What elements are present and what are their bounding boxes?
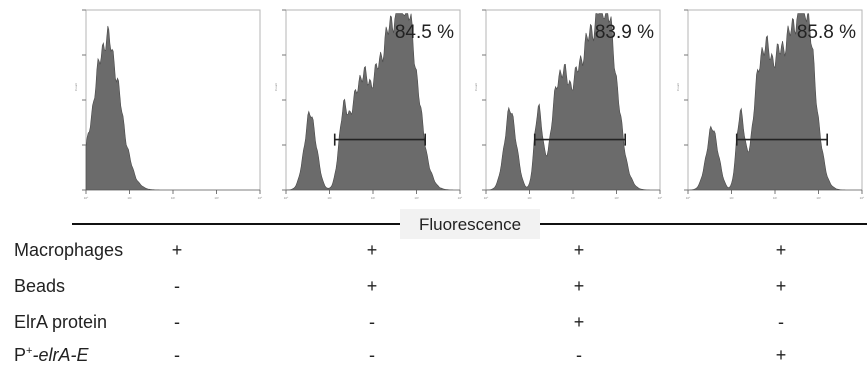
x-tick-label: 10⁰	[84, 196, 89, 200]
x-tick-label: 10³	[614, 196, 618, 200]
gate-percentage-label: 83.9 %	[595, 22, 654, 43]
histogram-panel-4: 10⁰ 10¹ 10² 10³ 10⁴ Count 85.8 %	[676, 9, 865, 200]
y-axis-label: Count	[74, 83, 78, 91]
condition-value: +	[366, 276, 378, 296]
condition-value: +	[573, 276, 585, 296]
condition-value: -	[576, 345, 582, 365]
x-axis-label-background	[400, 209, 540, 239]
condition-value: -	[778, 312, 784, 332]
condition-value: -	[369, 312, 375, 332]
y-axis-label: Count	[274, 83, 278, 91]
x-tick-label: 10⁴	[258, 196, 263, 200]
condition-label-text: P	[14, 345, 27, 365]
condition-value: +	[573, 312, 585, 332]
condition-label-1: Macrophages	[14, 240, 123, 261]
histogram-panel-2: 10⁰ 10¹ 10² 10³ 10⁴ Count 84.5 %	[274, 9, 463, 200]
condition-label-text: ElrA protein	[14, 312, 108, 332]
gate-percentage-label: 84.5 %	[395, 22, 454, 43]
x-tick-label: 10¹	[327, 196, 331, 200]
condition-value: -	[174, 312, 180, 332]
condition-label-text: Macrophages	[14, 240, 124, 260]
condition-label-italic: -elrA-E	[32, 345, 89, 365]
histogram-panel-3: 10⁰ 10¹ 10² 10³ 10⁴ Count 83.9 %	[474, 9, 663, 200]
x-tick-label: 10³	[816, 196, 820, 200]
x-tick-label: 10¹	[127, 196, 131, 200]
x-tick-label: 10⁰	[284, 196, 289, 200]
condition-label-2: Beads	[14, 276, 65, 297]
condition-value: +	[775, 276, 787, 296]
x-tick-label: 10⁴	[860, 196, 865, 200]
condition-value: -	[174, 345, 180, 365]
x-tick-label: 10²	[571, 196, 575, 200]
y-axis-label: Count	[474, 83, 478, 91]
condition-value: +	[775, 240, 787, 260]
condition-value: +	[366, 240, 378, 260]
condition-label-superscript: +	[26, 345, 33, 357]
condition-label-text: Beads	[14, 276, 66, 296]
x-axis-label: Fluorescence	[419, 215, 521, 234]
histogram-series	[285, 13, 460, 191]
x-tick-label: 10⁰	[686, 196, 691, 200]
condition-value: -	[174, 276, 180, 296]
x-tick-label: 10³	[214, 196, 218, 200]
histogram-series	[688, 13, 862, 191]
condition-label-3: ElrA protein	[14, 312, 107, 333]
x-tick-label: 10⁰	[484, 196, 489, 200]
x-tick-label: 10⁴	[458, 196, 463, 200]
x-tick-label: 10¹	[527, 196, 531, 200]
condition-value: -	[369, 345, 375, 365]
gate-percentage-label: 85.8 %	[797, 22, 856, 43]
condition-value: +	[171, 240, 183, 260]
x-tick-label: 10²	[371, 196, 375, 200]
y-axis-label: Count	[676, 83, 680, 91]
condition-value: +	[573, 240, 585, 260]
x-tick-label: 10⁴	[658, 196, 663, 200]
histogram-panel-1: 10⁰ 10¹ 10² 10³ 10⁴ Count	[74, 9, 263, 200]
x-tick-label: 10¹	[729, 196, 733, 200]
condition-label-4: P+-elrA-E	[14, 345, 88, 366]
x-tick-label: 10²	[773, 196, 777, 200]
x-tick-label: 10²	[171, 196, 175, 200]
x-tick-label: 10³	[414, 196, 418, 200]
condition-value: +	[775, 345, 787, 365]
histogram-series	[85, 25, 260, 191]
histogram-series	[485, 13, 660, 191]
